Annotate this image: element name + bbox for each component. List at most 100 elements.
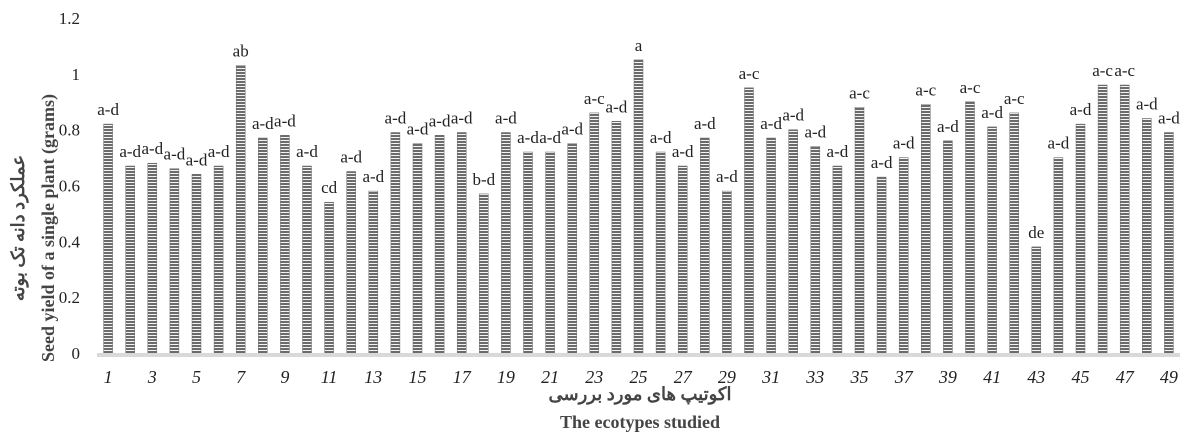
data-label: a-d [650, 128, 672, 147]
x-tick-label: 45 [1072, 367, 1090, 387]
data-label: a-d [1158, 109, 1180, 128]
x-tick-label: 11 [321, 367, 338, 387]
data-label: a-c [739, 64, 760, 83]
bar-ecotype-26 [655, 151, 666, 354]
bar-ecotype-25 [633, 59, 644, 354]
data-label: a-d [451, 109, 473, 128]
data-label: a-d [274, 111, 296, 130]
data-label: a-c [1004, 89, 1025, 108]
bar-ecotype-8 [258, 137, 268, 354]
bar-ecotype-27 [677, 165, 688, 354]
bar-ecotype-39 [943, 140, 953, 354]
x-axis-line [97, 353, 1180, 357]
y-tick-label: 1.2 [59, 9, 80, 28]
bar-ecotype-36 [876, 176, 887, 354]
data-label: a-c [1092, 61, 1113, 80]
bar-ecotype-46 [1097, 84, 1108, 354]
bar-ecotype-24 [611, 121, 622, 354]
bar-ecotype-14 [390, 132, 401, 354]
bar-ecotype-49 [1164, 132, 1174, 354]
data-label: a-d [164, 145, 186, 164]
bar-ecotype-42 [1009, 112, 1019, 354]
data-label: a-d [672, 142, 694, 161]
data-label: b-d [472, 170, 495, 189]
data-label: de [1028, 223, 1044, 242]
bar-ecotype-7 [235, 65, 246, 354]
data-label: a-d [517, 128, 539, 147]
data-label: a-d [186, 150, 208, 169]
bar-ecotype-48 [1142, 118, 1152, 354]
y-tick-label: 0 [72, 344, 81, 363]
bar-ecotype-44 [1053, 157, 1064, 354]
x-tick-label: 25 [630, 367, 648, 387]
bar-ecotype-16 [434, 135, 445, 354]
x-tick-label: 5 [192, 367, 201, 387]
data-label: a-d [871, 153, 893, 172]
bar-ecotype-12 [346, 171, 356, 354]
data-label: a-d [385, 109, 407, 128]
data-label: a [635, 36, 643, 55]
x-tick-label: 3 [147, 367, 157, 387]
bar-ecotype-13 [368, 190, 379, 354]
x-axis-title-fa: اکوتیپ های مورد بررسی [549, 384, 732, 405]
bar-ecotype-15 [412, 143, 423, 354]
bar-ecotype-43 [1031, 246, 1042, 354]
x-tick-label: 15 [409, 367, 427, 387]
data-label: a-d [760, 114, 782, 133]
bar-ecotype-18 [479, 193, 489, 354]
data-label: a-c [849, 83, 870, 102]
bar-ecotype-32 [788, 129, 798, 354]
bar-ecotype-28 [700, 137, 710, 354]
data-label: a-d [827, 142, 849, 161]
data-label: a-d [119, 142, 141, 161]
x-tick-label: 17 [453, 367, 472, 387]
data-label: a-d [561, 120, 583, 139]
x-tick-label: 29 [718, 367, 736, 387]
x-tick-label: 37 [894, 367, 914, 387]
y-tick-labels: 0 0.2 0.4 0.6 0.8 1 1.2 [59, 9, 81, 363]
x-tick-label: 47 [1116, 367, 1135, 387]
bar-ecotype-3 [147, 162, 158, 354]
data-label: a-d [407, 120, 429, 139]
bar-ecotype-47 [1119, 84, 1130, 354]
bar-ecotype-37 [898, 157, 909, 354]
x-tick-label: 33 [805, 367, 824, 387]
data-label: a-d [252, 114, 274, 133]
x-axis-title-en: The ecotypes studied [560, 412, 720, 432]
data-label: a-c [960, 78, 981, 97]
data-label: a-d [495, 109, 517, 128]
x-tick-label: 49 [1160, 367, 1178, 387]
x-tick-label: 13 [364, 367, 382, 387]
x-tick-label: 23 [585, 367, 603, 387]
bar-ecotype-5 [191, 174, 202, 354]
bar-ecotype-40 [965, 101, 975, 354]
x-tick-label: 7 [236, 367, 246, 387]
y-tick-label: 0.4 [59, 232, 81, 251]
data-label: a-d [1070, 100, 1092, 119]
data-label: a-d [981, 103, 1003, 122]
data-label: a-d [782, 106, 804, 125]
x-tick-label: 27 [674, 367, 693, 387]
data-label: a-d [893, 134, 915, 153]
bar-ecotype-2 [125, 165, 135, 354]
y-tick-label: 0.6 [59, 177, 80, 196]
bar-ecotype-33 [810, 146, 821, 354]
data-label: a-c [1114, 61, 1135, 80]
data-label: a-c [915, 81, 936, 100]
data-label: a-d [606, 97, 628, 116]
data-label: a-d [429, 111, 451, 130]
y-tick-label: 0.2 [59, 288, 80, 307]
data-label: a-d [716, 167, 738, 186]
bar-ecotype-30 [744, 87, 754, 354]
bar-ecotype-41 [987, 126, 997, 354]
data-label: a-d [362, 167, 384, 186]
bar-ecotype-35 [854, 107, 865, 354]
data-label: a-d [1048, 134, 1070, 153]
bar-ecotype-22 [567, 143, 577, 354]
bar-ecotype-17 [456, 132, 467, 354]
bar-ecotype-1 [103, 123, 113, 354]
bar-ecotype-23 [589, 112, 600, 354]
